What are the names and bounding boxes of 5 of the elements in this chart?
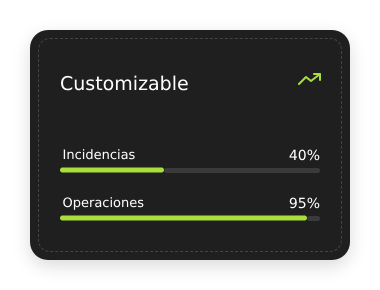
data-label: 40% xyxy=(288,148,320,164)
data-label: 95% xyxy=(288,196,320,212)
y-tick-label: Operaciones xyxy=(62,196,144,211)
y-tick-label: Incidencias xyxy=(62,148,136,163)
chart-title: Customizable xyxy=(60,73,189,95)
